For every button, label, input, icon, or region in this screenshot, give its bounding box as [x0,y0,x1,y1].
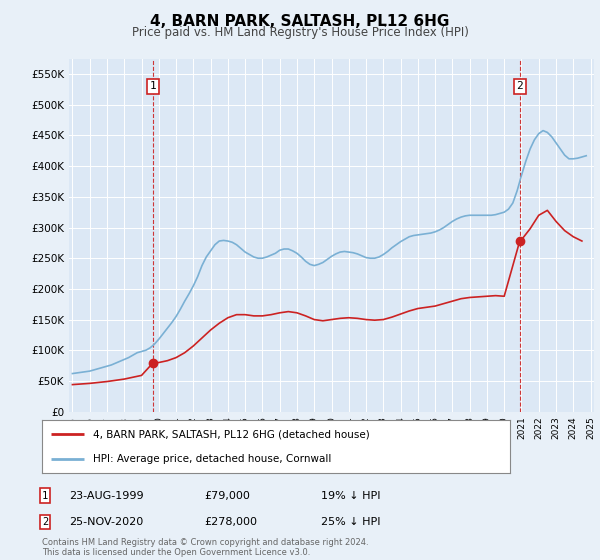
Text: 4, BARN PARK, SALTASH, PL12 6HG: 4, BARN PARK, SALTASH, PL12 6HG [151,14,449,29]
Text: Price paid vs. HM Land Registry's House Price Index (HPI): Price paid vs. HM Land Registry's House … [131,26,469,39]
Text: 1: 1 [42,491,48,501]
Text: 23-AUG-1999: 23-AUG-1999 [69,491,143,501]
Text: 25% ↓ HPI: 25% ↓ HPI [321,517,380,527]
Text: HPI: Average price, detached house, Cornwall: HPI: Average price, detached house, Corn… [94,454,332,464]
Text: 4, BARN PARK, SALTASH, PL12 6HG (detached house): 4, BARN PARK, SALTASH, PL12 6HG (detache… [94,430,370,440]
Text: Contains HM Land Registry data © Crown copyright and database right 2024.
This d: Contains HM Land Registry data © Crown c… [42,538,368,557]
Text: 1: 1 [149,81,156,91]
Text: 25-NOV-2020: 25-NOV-2020 [69,517,143,527]
Text: £79,000: £79,000 [204,491,250,501]
Text: 19% ↓ HPI: 19% ↓ HPI [321,491,380,501]
Text: 2: 2 [42,517,48,527]
Text: £278,000: £278,000 [204,517,257,527]
Text: 2: 2 [517,81,523,91]
